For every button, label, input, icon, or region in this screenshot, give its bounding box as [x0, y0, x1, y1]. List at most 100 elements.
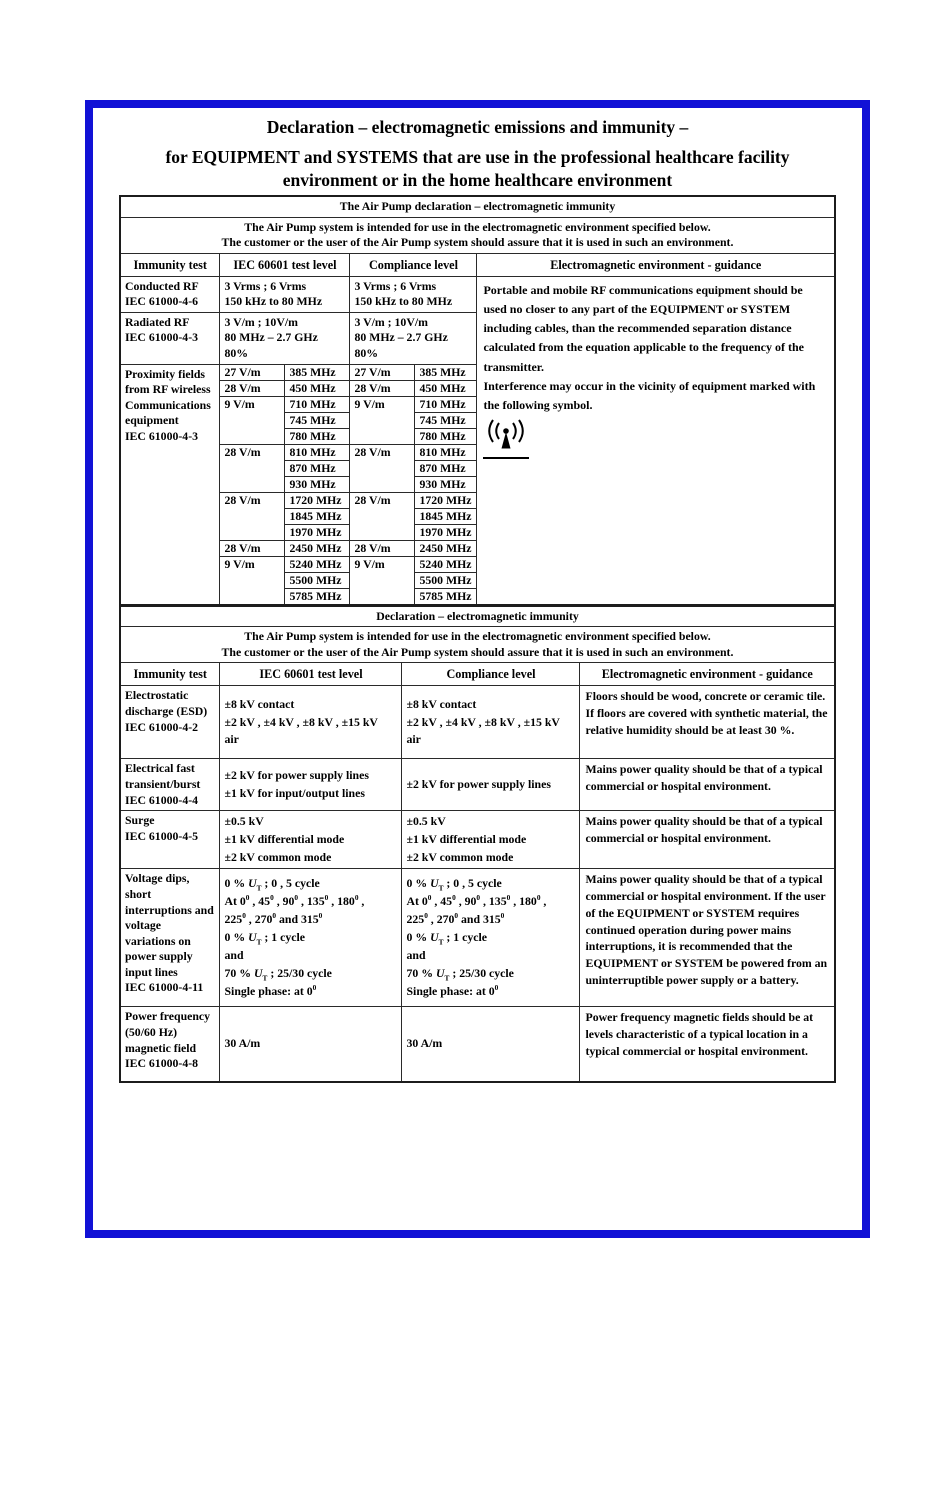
proximity-compliance-freq-cell: 450 MHz [414, 379, 478, 397]
proximity-compliance-freq-cell: 5240 MHz [414, 555, 478, 573]
radiated-rf-level-cell: 3 V/m ; 10V/m 80 MHz – 2.7 GHz 80% [219, 311, 351, 365]
proximity-compliance-freq-cell: 5785 MHz [414, 587, 478, 606]
proximity-compliance-freq-cell: 745 MHz [414, 411, 478, 429]
power-frequency-level-cell: 30 A/m [219, 1006, 403, 1083]
general-immunity-table: Declaration – electromagnetic immunity T… [118, 604, 836, 1083]
proximity-compliance-vm-cell: 28 V/m [349, 491, 416, 541]
proximity-level-vm-cell: 28 V/m [219, 491, 286, 541]
esd-level-cell: ±8 kV contact ±2 kV , ±4 kV , ±8 kV , ±15… [219, 685, 403, 760]
proximity-compliance-freq-cell: 810 MHz [414, 443, 478, 461]
proximity-field-row: 1970 MHz 1970 MHz [120, 523, 835, 541]
col-immunity-test: Immunity test [119, 252, 221, 277]
proximity-compliance-vm-cell: 28 V/m [349, 379, 416, 397]
surge-compliance-cell: ±0.5 kV ±1 kV differential mode ±2 kV comm… [401, 810, 581, 870]
proximity-level-freq-cell: 810 MHz [284, 443, 351, 461]
proximity-field-row: 9 V/m 710 MHz 9 V/m 710 MHz [120, 395, 835, 445]
radiated-rf-row: Radiated RF IEC 61000-4-3 3 V/m ; 10V/m 80… [119, 311, 835, 365]
table2-caption-row: Declaration – electromagnetic immunity [119, 605, 836, 628]
proximity-field-row: 28 V/m 1720 MHz 28 V/m 1720 MHz [120, 491, 835, 541]
eft-test-cell: Electrical fast transient/burst IEC 61000-… [119, 758, 221, 812]
proximity-level-freq-cell: 745 MHz [284, 411, 351, 429]
proximity-level-freq-cell: 930 MHz [284, 475, 351, 493]
proximity-level-vm-cell: 28 V/m [219, 443, 286, 493]
proximity-level-freq-cell: 710 MHz [284, 395, 351, 413]
proximity-compliance-vm-cell: 28 V/m [349, 443, 416, 493]
voltage-dips-row: Voltage dips, short interruptions and volta… [119, 868, 836, 1008]
proximity-field-row: 1845 MHz 1845 MHz [120, 507, 835, 525]
proximity-compliance-freq-cell: 1720 MHz [414, 491, 478, 509]
radiated-rf-test-cell: Radiated RF IEC 61000-4-3 [119, 311, 221, 365]
table2-intro-line1: The Air Pump system is intended for use … [244, 629, 711, 644]
symbol-underline [483, 457, 530, 460]
voltage-dips-level-cell: 0 % UT ; 0 , 5 cycle At 00 , 450 , 900 , … [219, 868, 403, 1008]
proximity-compliance-vm-cell: 28 V/m [349, 539, 416, 557]
proximity-compliance-vm-cell: 9 V/m [349, 555, 416, 606]
surge-row: Surge IEC 61000-4-5 ±0.5 kV ±1 kV differen… [119, 810, 836, 870]
esd-row: Electrostatic discharge (ESD) IEC 61000-4-… [119, 685, 836, 760]
power-frequency-guidance-cell: Power frequency magnetic fields should b… [579, 1006, 836, 1083]
esd-test-cell: Electrostatic discharge (ESD) IEC 61000-4-… [119, 685, 221, 760]
proximity-field-row: Proximity fields from RF wireless Communic… [119, 363, 835, 606]
col2-immunity-test: Immunity test [119, 662, 221, 687]
rf-guidance-paragraph-2: Interference may occur in the vicinity o… [483, 378, 816, 412]
proximity-level-vm-cell: 27 V/m [219, 363, 286, 381]
voltage-dips-compliance-cell: 0 % UT ; 0 , 5 cycle At 00 , 450 , 900 , … [401, 868, 581, 1008]
proximity-level-vm-cell: 9 V/m [219, 395, 286, 445]
rf-immunity-table: The Air Pump declaration – electromagnet… [118, 195, 837, 606]
proximity-level-freq-cell: 5500 MHz [284, 571, 351, 589]
proximity-compliance-freq-cell: 780 MHz [414, 427, 478, 445]
proximity-field-row: 28 V/m 2450 MHz 28 V/m 2450 MHz [120, 539, 835, 557]
power-frequency-compliance-cell: 30 A/m [401, 1006, 581, 1083]
table1-intro-line2: The customer or the user of the Air Pump… [221, 235, 734, 250]
proximity-field-row: 745 MHz 745 MHz [120, 411, 835, 429]
proximity-compliance-vm-cell: 9 V/m [349, 395, 416, 445]
table2-intro-row: The Air Pump system is intended for use … [119, 626, 836, 664]
symbol-wrap [483, 419, 828, 460]
proximity-level-freq-cell: 1720 MHz [284, 491, 351, 509]
proximity-level-vm-cell: 9 V/m [219, 555, 286, 606]
voltage-dips-test-cell: Voltage dips, short interruptions and volta… [119, 868, 221, 1008]
col-em-guidance: Electromagnetic environment - guidance [476, 252, 836, 277]
proximity-level-vm-cell: 28 V/m [219, 379, 286, 397]
proximity-compliance-freq-cell: 870 MHz [414, 459, 478, 477]
col2-em-guidance: Electromagnetic environment - guidance [579, 662, 836, 687]
proximity-level-freq-cell: 870 MHz [284, 459, 351, 477]
proximity-field-row: 28 V/m 810 MHz 28 V/m 810 MHz [120, 443, 835, 493]
table1-intro-row: The Air Pump system is intended for use … [119, 216, 836, 254]
eft-row: Electrical fast transient/burst IEC 61000-… [119, 758, 836, 812]
proximity-level-freq-cell: 2450 MHz [284, 539, 351, 557]
table2-intro-cell: The Air Pump system is intended for use … [119, 626, 836, 664]
table1-caption-row: The Air Pump declaration – electromagnet… [119, 195, 836, 218]
proximity-field-row: 5785 MHz 5785 MHz [120, 587, 835, 606]
esd-compliance-cell: ±8 kV contact ±2 kV , ±4 kV , ±8 kV , ±15… [401, 685, 581, 760]
proximity-level-freq-cell: 1845 MHz [284, 507, 351, 525]
conducted-rf-compliance-cell: 3 Vrms ; 6 Vrms 150 kHz to 80 MHz [349, 275, 478, 313]
conducted-rf-level-cell: 3 Vrms ; 6 Vrms 150 kHz to 80 MHz [219, 275, 351, 313]
table2-intro-line2: The customer or the user of the Air Pump… [221, 644, 734, 659]
proximity-level-freq-cell: 1970 MHz [284, 523, 351, 541]
proximity-compliance-freq-cell: 1845 MHz [414, 507, 478, 525]
proximity-compliance-freq-cell: 710 MHz [414, 395, 478, 413]
esd-guidance-cell: Floors should be wood, concrete or ceram… [579, 685, 836, 760]
voltage-dips-guidance-cell: Mains power quality should be that of a … [579, 868, 836, 1008]
proximity-level-freq-cell: 780 MHz [284, 427, 351, 445]
table1-caption: The Air Pump declaration – electromagnet… [119, 195, 836, 218]
doc-title-line3: environment or in the home healthcare en… [282, 170, 673, 190]
proximity-level-freq-cell: 385 MHz [284, 363, 351, 381]
table1-header-row: Immunity test IEC 60601 test level Compl… [119, 252, 836, 277]
table2-header-row: Immunity test IEC 60601 test level Compl… [119, 662, 836, 687]
rf-guidance-paragraph-1: Portable and mobile RF communications eq… [483, 282, 804, 374]
power-frequency-test-cell: Power frequency (50/60 Hz) magnetic field I… [119, 1006, 221, 1083]
proximity-compliance-freq-cell: 930 MHz [414, 475, 478, 493]
proximity-compliance-vm-cell: 27 V/m [349, 363, 416, 381]
proximity-test-cell: Proximity fields from RF wireless Communic… [119, 363, 221, 606]
proximity-field-row: 5500 MHz 5500 MHz [120, 571, 835, 589]
blue-frame: Declaration – electromagnetic emissions … [85, 100, 870, 1238]
table1-intro-line1: The Air Pump system is intended for use … [244, 219, 711, 234]
surge-guidance-cell: Mains power quality should be that of a … [579, 810, 836, 870]
eft-guidance-cell: Mains power quality should be that of a … [579, 758, 836, 812]
proximity-field-row: 870 MHz 870 MHz [120, 459, 835, 477]
proximity-level-freq-cell: 5240 MHz [284, 555, 351, 573]
non-ionizing-radiation-icon [488, 419, 525, 449]
col2-iec-test-level: IEC 60601 test level [219, 662, 403, 687]
